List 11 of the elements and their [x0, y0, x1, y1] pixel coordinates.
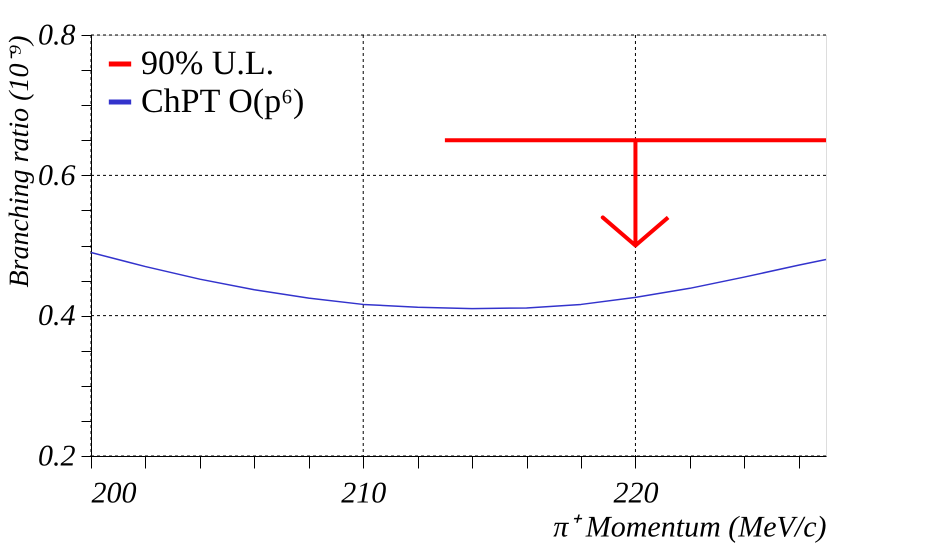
- legend-label: 90% U.L.: [141, 45, 274, 82]
- y-axis-title: Branching ratio (10⁻⁹): [4, 36, 35, 288]
- x-tick-label: 220: [613, 476, 658, 510]
- y-tick-label: 0.2: [38, 440, 76, 472]
- y-tick-label: 0.4: [38, 299, 76, 332]
- y-tick-label: 0.6: [38, 158, 76, 192]
- x-tick-label: 200: [92, 476, 136, 510]
- y-tick-label: 0.8: [38, 18, 76, 52]
- legend-label: ChPT O(p⁶): [141, 83, 304, 120]
- x-tick-label: 210: [341, 476, 386, 510]
- x-axis-title: π⁺ Momentum (MeV/c): [553, 510, 827, 544]
